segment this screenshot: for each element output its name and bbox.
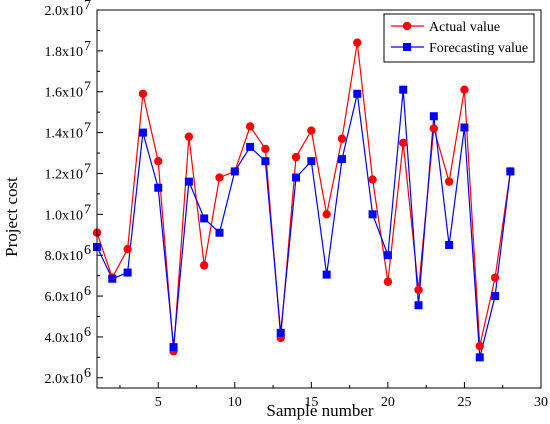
data-point-forecast xyxy=(353,89,362,98)
y-tick-label: 1.6x10 xyxy=(45,86,84,101)
data-point-forecast xyxy=(292,173,301,182)
data-point-actual xyxy=(383,277,393,286)
data-point-actual xyxy=(429,124,439,133)
data-point-forecast xyxy=(169,343,178,352)
data-point-forecast xyxy=(246,142,255,151)
y-tick-exponent: 7 xyxy=(84,161,91,176)
legend-label-actual: Actual value xyxy=(429,20,500,35)
y-tick-exponent: 7 xyxy=(84,0,91,13)
x-tick-label: 5 xyxy=(155,395,162,410)
series-line-forecast xyxy=(96,89,511,358)
y-tick-exponent: 6 xyxy=(84,284,91,299)
data-point-forecast xyxy=(475,353,484,362)
data-point-actual xyxy=(215,173,224,182)
legend-label-forecast: Forecasting value xyxy=(429,41,528,56)
data-point-actual xyxy=(444,177,454,186)
y-tick-label: 1.4x10 xyxy=(45,127,84,142)
x-tick-label: 25 xyxy=(457,395,471,410)
axes: 5 10 15 20 25 302.0x10 64.0x10 66.0x10 68.0x10 61… xyxy=(45,0,549,410)
data-point-forecast xyxy=(337,155,346,164)
y-tick-label: 1.2x10 xyxy=(45,167,84,182)
x-tick-label: 30 xyxy=(534,395,548,410)
data-point-forecast xyxy=(307,157,316,166)
data-point-forecast xyxy=(383,251,392,260)
y-tick-label: 1.8x10 xyxy=(45,45,84,60)
x-tick-label: 15 xyxy=(304,395,318,410)
data-point-forecast xyxy=(184,177,193,186)
data-point-actual xyxy=(291,152,301,162)
data-point-actual xyxy=(184,132,194,141)
data-point-forecast xyxy=(123,268,132,277)
data-point-forecast xyxy=(200,214,209,223)
data-point-actual xyxy=(353,38,362,47)
data-point-forecast xyxy=(154,183,163,192)
y-tick-label: 2.0x10 xyxy=(45,372,84,387)
data-point-actual xyxy=(368,175,377,184)
data-point-forecast xyxy=(399,85,408,94)
legend-box xyxy=(383,13,535,63)
data-point-forecast xyxy=(230,167,239,176)
data-point-actual xyxy=(337,134,347,143)
x-axis-title: Sample number xyxy=(266,401,374,420)
data-point-actual xyxy=(475,341,484,351)
data-point-forecast xyxy=(138,128,147,137)
x-tick-label: 10 xyxy=(228,395,242,410)
y-tick-label: 2.0x10 xyxy=(45,4,84,19)
series-layer xyxy=(92,38,515,362)
x-tick-label: 20 xyxy=(381,395,395,410)
y-tick-label: 1.0x10 xyxy=(45,208,84,223)
y-axis-title: Project cost xyxy=(2,177,21,257)
y-tick-exponent: 7 xyxy=(84,121,91,136)
data-point-forecast xyxy=(261,157,270,166)
legend: Actual value Forecasting value xyxy=(383,13,535,63)
data-point-actual xyxy=(490,273,500,282)
data-point-actual xyxy=(261,144,270,154)
legend-marker-actual xyxy=(402,21,412,31)
data-point-forecast xyxy=(215,228,224,237)
data-point-actual xyxy=(245,122,255,131)
data-point-actual xyxy=(138,89,148,98)
data-point-actual xyxy=(322,210,331,219)
data-point-actual xyxy=(199,261,209,270)
data-point-forecast xyxy=(322,270,331,279)
data-point-actual xyxy=(123,244,132,254)
data-point-actual xyxy=(307,126,316,135)
series-line-actual xyxy=(96,42,511,352)
data-point-forecast xyxy=(445,240,454,249)
data-point-forecast xyxy=(414,301,423,310)
legend-marker-forecast xyxy=(403,43,411,51)
data-point-forecast xyxy=(429,112,438,121)
data-point-forecast xyxy=(506,167,515,176)
y-tick-exponent: 7 xyxy=(84,39,91,54)
data-point-forecast xyxy=(276,328,285,337)
y-tick-exponent: 6 xyxy=(84,243,91,258)
y-tick-label: 4.0x10 xyxy=(45,331,84,346)
y-tick-exponent: 6 xyxy=(84,325,91,340)
y-tick-exponent: 7 xyxy=(84,202,91,217)
data-point-actual xyxy=(414,285,423,295)
data-point-actual xyxy=(460,85,469,94)
data-point-forecast xyxy=(460,123,469,132)
data-point-forecast xyxy=(108,274,117,283)
y-tick-exponent: 6 xyxy=(84,366,91,381)
y-tick-exponent: 7 xyxy=(84,80,91,95)
data-point-forecast xyxy=(491,292,500,301)
data-point-forecast xyxy=(368,210,377,219)
plot-frame xyxy=(96,9,542,389)
data-point-actual xyxy=(154,157,163,166)
y-tick-label: 8.0x10 xyxy=(45,249,84,264)
y-tick-label: 6.0x10 xyxy=(45,290,84,305)
data-point-actual xyxy=(399,138,408,148)
